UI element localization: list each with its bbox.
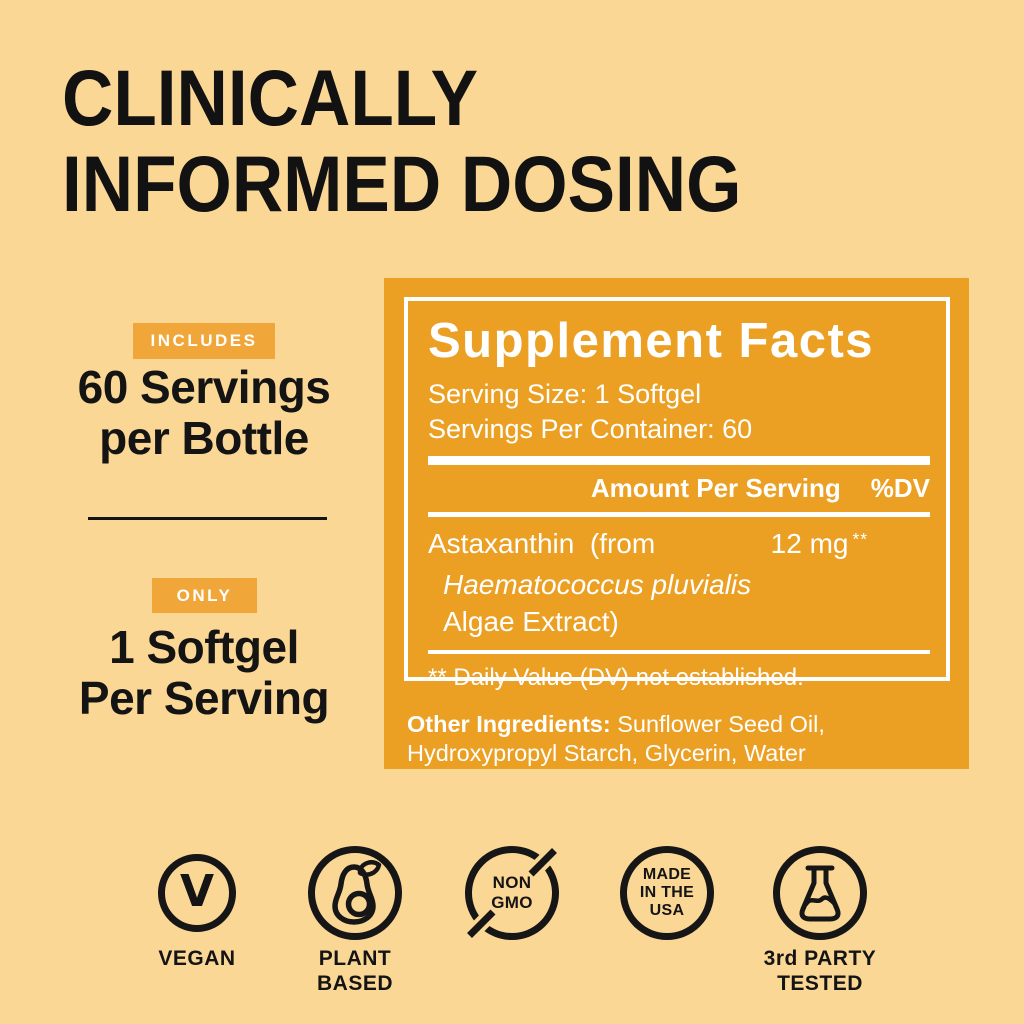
- vegan-badge: V VEGAN: [117, 846, 277, 971]
- plant-based-badge: PLANT BASED: [275, 846, 435, 996]
- ingredient-name-line2: Haematococcus pluvialis: [443, 569, 752, 600]
- ingredient-name-line3: Algae Extract): [443, 606, 619, 637]
- non-gmo-icon: NON GMO: [465, 846, 559, 940]
- ingredient-name-line1: Astaxanthin (from: [428, 528, 656, 559]
- ingredient-amount: 12 mg **: [771, 525, 868, 566]
- page-title-line2: INFORMED DOSING: [62, 139, 742, 228]
- made-in-usa-badge: MADE IN THE USA: [587, 846, 747, 940]
- non-gmo-slash-icon: [466, 847, 558, 939]
- third-party-tested-caption: 3rd PARTY TESTED: [764, 946, 877, 996]
- servings-per-container-line: Servings Per Container: 60: [428, 414, 753, 444]
- ingredient-dv-asterisks: **: [852, 529, 868, 550]
- third-party-caption-line2: TESTED: [777, 972, 863, 995]
- amount-per-serving-header: Amount Per Serving: [590, 473, 841, 503]
- softgel-per-serving-stat: 1 Softgel Per Serving: [24, 622, 384, 724]
- made-in-usa-icon: MADE IN THE USA: [620, 846, 714, 940]
- dv-header: %DV: [870, 473, 930, 503]
- vegan-v-icon: V: [158, 854, 236, 932]
- ingredient-row: Astaxanthin (from 12 mg ** Haematococcus …: [428, 525, 930, 640]
- includes-badge: INCLUDES: [133, 323, 275, 359]
- made-in-usa-text-line3: USA: [649, 902, 685, 919]
- dv-footnote: ** Daily Value (DV) not established.: [428, 664, 804, 691]
- made-in-usa-text-line2: IN THE: [639, 884, 695, 901]
- serving-size-line: Serving Size: 1 Softgel: [428, 379, 702, 409]
- softgel-stat-line1: 1 Softgel: [109, 621, 299, 673]
- separator-bar-bottom: [428, 650, 930, 654]
- plant-based-caption-line2: BASED: [316, 972, 393, 995]
- other-ingredients-text: Sunflower Seed Oil, Hydroxypropyl Starch…: [407, 711, 825, 766]
- divider-line: [88, 517, 327, 520]
- column-header-row: Amount Per Serving %DV: [428, 471, 930, 505]
- only-badge: ONLY: [152, 578, 257, 613]
- avocado-icon-svg: [332, 860, 382, 925]
- servings-per-bottle-stat: 60 Servings per Bottle: [24, 362, 384, 464]
- non-gmo-text-line2: GMO: [491, 893, 533, 912]
- flask-icon: [773, 846, 867, 940]
- other-ingredients: Other Ingredients: Sunflower Seed Oil, H…: [407, 710, 955, 768]
- servings-stat-line2: per Bottle: [99, 412, 309, 464]
- flask-icon-svg: [799, 865, 841, 922]
- supplement-facts-panel: Supplement Facts Serving Size: 1 Softgel…: [384, 278, 969, 769]
- page-title-line1: CLINICALLY: [62, 53, 479, 142]
- servings-stat-line1: 60 Servings: [77, 361, 331, 413]
- supplement-facts-title: Supplement Facts: [428, 314, 875, 368]
- ingredient-name-and-amount: Astaxanthin (from 12 mg **: [428, 525, 930, 566]
- made-in-usa-text-line1: MADE: [642, 866, 692, 883]
- vegan-v-letter: V: [179, 866, 215, 917]
- non-gmo-text-line1: NON: [492, 873, 532, 892]
- plant-based-caption: PLANT BASED: [317, 946, 393, 996]
- avocado-icon: [308, 846, 402, 940]
- only-badge-label: ONLY: [176, 585, 233, 605]
- separator-bar-thick: [428, 456, 930, 465]
- third-party-caption-line1: 3rd PARTY: [763, 947, 877, 970]
- page-title: CLINICALLY INFORMED DOSING: [62, 55, 741, 227]
- softgel-stat-line2: Per Serving: [78, 672, 330, 724]
- includes-badge-label: INCLUDES: [150, 331, 258, 350]
- made-in-usa-text: MADE IN THE USA: [640, 866, 694, 920]
- third-party-tested-badge: 3rd PARTY TESTED: [740, 846, 900, 996]
- other-ingredients-label: Other Ingredients:: [407, 711, 611, 737]
- vegan-caption: VEGAN: [158, 947, 236, 970]
- plant-based-caption-line1: PLANT: [318, 947, 392, 970]
- non-gmo-badge: NON GMO: [432, 846, 592, 940]
- non-gmo-text: NON GMO: [491, 873, 533, 913]
- separator-bar-thin: [428, 512, 930, 517]
- ingredient-amount-value: 12 mg: [770, 528, 849, 559]
- supplement-facts-bordered-box: Supplement Facts Serving Size: 1 Softgel…: [404, 297, 950, 691]
